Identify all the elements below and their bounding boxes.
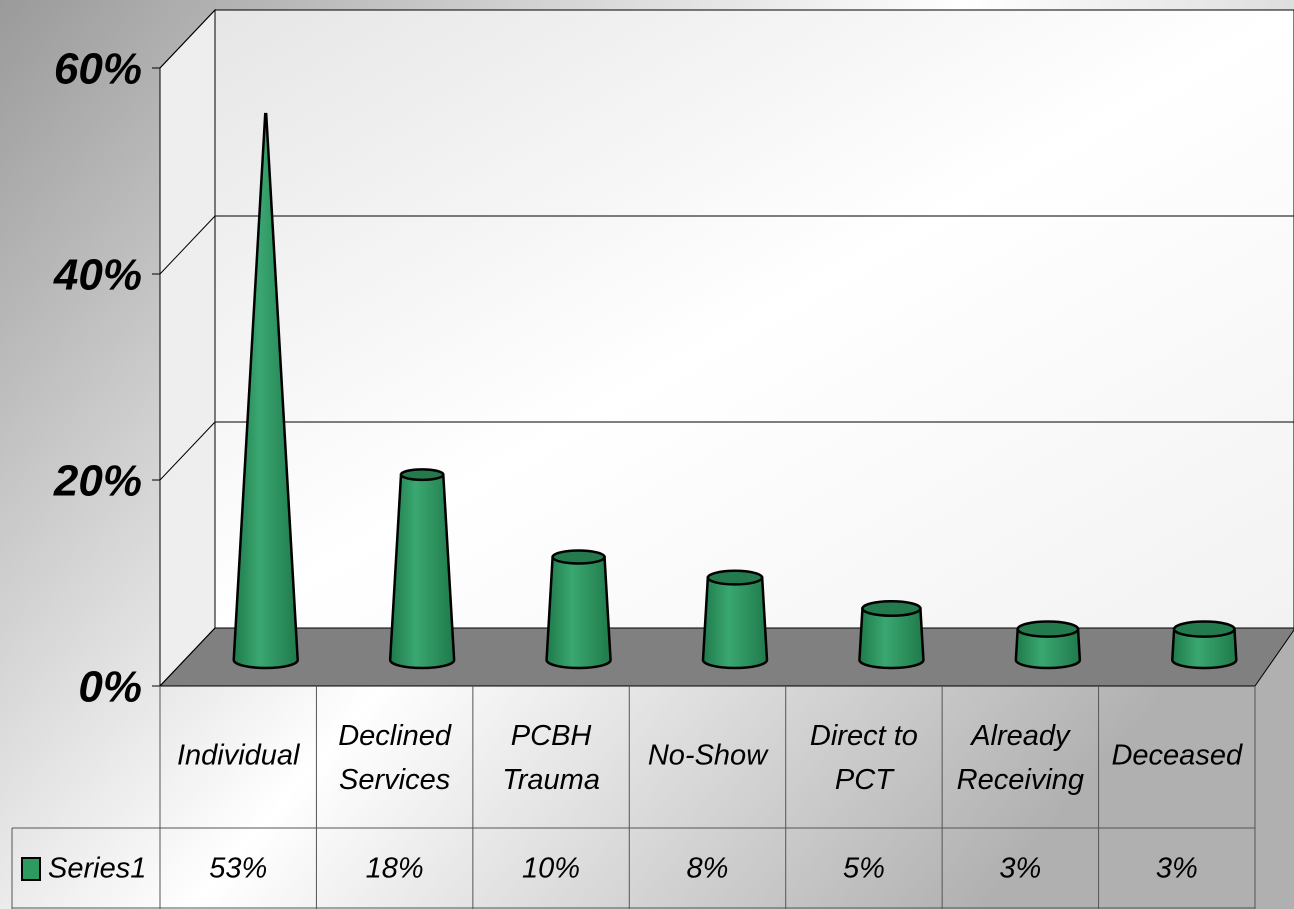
value-label: 18%: [366, 853, 424, 885]
bar: [545, 555, 612, 670]
bar: [232, 112, 299, 670]
x-tick-label: PCBH Trauma: [502, 720, 600, 796]
grid-line: [159, 627, 216, 687]
bar: [858, 607, 925, 670]
value-label: 3%: [1156, 853, 1198, 885]
side-wall: [159, 8, 216, 688]
legend-key: [21, 857, 41, 881]
bar-top: [1016, 620, 1080, 638]
x-tick-label: No-Show: [648, 740, 769, 772]
value-label: 5%: [843, 853, 885, 885]
bar-top: [551, 549, 606, 565]
x-tick-label: Already Receiving: [957, 720, 1084, 796]
x-tick-label: Deceased: [1111, 740, 1242, 772]
bar-top: [861, 600, 922, 617]
bar-top: [1172, 620, 1236, 638]
grid-line: [159, 215, 216, 275]
y-tick-label: 20%: [53, 457, 142, 506]
bar: [701, 576, 769, 670]
bar-top: [706, 569, 764, 586]
legend-label: Series1: [48, 853, 146, 885]
x-tick-label: Direct to PCT: [810, 720, 918, 796]
bar-top: [399, 468, 445, 482]
bar: [1171, 627, 1238, 670]
back-wall: [214, 9, 1294, 629]
y-tick-label: 0%: [78, 663, 142, 712]
grid-line: [159, 9, 216, 69]
bar: [388, 473, 456, 670]
value-label: 10%: [522, 853, 580, 885]
x-tick-label: Individual: [177, 740, 301, 772]
value-label: 3%: [999, 853, 1041, 885]
y-tick-label: 60%: [54, 45, 142, 94]
grid-line: [159, 421, 216, 481]
value-label: 8%: [687, 853, 729, 885]
y-tick-label: 40%: [53, 251, 142, 300]
x-tick-label: Declined Services: [338, 720, 452, 796]
bar: [1014, 627, 1082, 670]
value-label: 53%: [209, 853, 267, 885]
